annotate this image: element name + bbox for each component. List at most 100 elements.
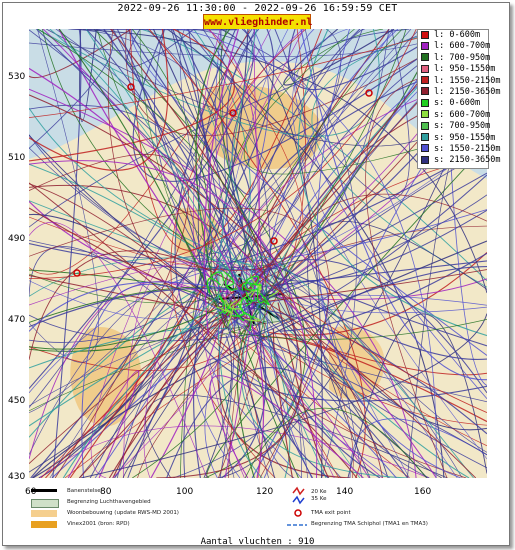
flight-track (127, 29, 250, 195)
flight-track (29, 67, 265, 478)
period-title: 2022-09-26 11:30:00 - 2022-09-26 16:59:5… (117, 3, 398, 14)
flight-track (69, 265, 219, 478)
flight-track (29, 222, 208, 478)
flight-track (214, 330, 487, 403)
legend-item: s: 1550-2150m (418, 144, 501, 155)
flight-track (217, 269, 487, 308)
flight-track (216, 306, 233, 314)
flight-track (29, 277, 216, 438)
flight-track (29, 29, 235, 162)
legend-swatch (421, 64, 429, 73)
flight-track (137, 317, 258, 478)
flight-track (81, 284, 397, 478)
flight-track (259, 280, 329, 478)
tma-exit-point (127, 83, 135, 91)
flight-track (29, 29, 169, 171)
flight-track (179, 29, 384, 478)
legend-swatch (421, 87, 429, 96)
legend-item: l: 950-1550m (418, 64, 495, 75)
flight-track (37, 29, 267, 478)
flight-track (174, 29, 487, 402)
housing-swatch (31, 510, 57, 517)
y-tick-label: 450 (8, 396, 26, 406)
flight-track (244, 407, 427, 478)
flight-track (193, 58, 487, 478)
altitude-legend: l: 0-600m l: 600-700m l: 700-950m l: 950… (417, 29, 501, 169)
flight-track (210, 271, 224, 282)
x-tick-label: 120 (256, 487, 274, 497)
flight-track (193, 29, 358, 478)
flight-track (29, 134, 210, 278)
flight-track (29, 314, 259, 342)
flight-track (85, 29, 254, 288)
flight-track (29, 29, 417, 280)
flight-track (256, 266, 487, 337)
flight-track (29, 274, 247, 321)
flight-track (349, 418, 487, 478)
flight-track (206, 143, 487, 478)
flight-track (107, 29, 467, 478)
airport-boundary-swatch (31, 499, 59, 508)
flight-track (236, 321, 302, 478)
flight-track (206, 277, 222, 294)
flight-track (251, 256, 474, 478)
flight-track (203, 29, 240, 337)
x-tick-label: 80 (100, 487, 112, 497)
flight-track (292, 29, 487, 460)
flight-track (29, 29, 251, 275)
vinex-swatch (31, 521, 57, 528)
flight-track (256, 287, 264, 304)
flight-track (170, 29, 442, 478)
flight-track (249, 283, 263, 289)
flight-track (203, 334, 233, 478)
flight-track (209, 29, 383, 478)
flight-track (239, 297, 249, 308)
flight-track-map[interactable] (29, 29, 487, 478)
flight-track (311, 29, 487, 288)
flight-track (29, 29, 113, 149)
flight-track (152, 29, 487, 431)
flight-track (82, 29, 238, 31)
flight-track (232, 308, 245, 322)
flight-track (29, 29, 132, 79)
flight-track (226, 29, 260, 264)
flight-track (279, 252, 487, 332)
flight-track (272, 328, 293, 478)
tma-boundary-label: Begrenzing TMA Schiphol (TMA1 en TMA3) (311, 521, 428, 527)
flight-track (316, 29, 461, 478)
flight-track (220, 29, 323, 478)
flight-track (49, 293, 308, 478)
flight-track (170, 29, 307, 478)
runway-label: Banenstelsel (67, 488, 103, 494)
flight-track (210, 29, 403, 307)
legend-item: l: 600-700m (418, 41, 490, 52)
x-tick-label: 140 (336, 487, 354, 497)
flight-track (145, 394, 448, 478)
flight-track (243, 29, 487, 175)
flight-track (166, 367, 408, 478)
flight-track (29, 107, 256, 269)
housing-label: Woonbebouwing (update RWS-MD 2001) (67, 510, 179, 516)
flight-track (209, 375, 364, 478)
flight-track (260, 293, 270, 306)
flight-track (29, 327, 233, 369)
flight-track (42, 29, 269, 283)
flight-track (29, 281, 246, 332)
flight-track (269, 336, 381, 478)
flight-track (29, 94, 279, 264)
flight-track (29, 299, 275, 407)
flight-track (245, 174, 487, 339)
legend-swatch (421, 133, 429, 142)
flight-track (238, 29, 407, 338)
tma-exit-point (270, 237, 278, 245)
flight-track (116, 310, 212, 478)
flight-track (132, 29, 461, 182)
legend-item: s: 700-950m (418, 121, 490, 132)
map-canvas (29, 29, 487, 478)
legend-swatch (421, 76, 429, 85)
flight-track (89, 29, 365, 478)
flight-track (277, 302, 330, 478)
flight-track (29, 29, 412, 414)
flight-track (264, 260, 487, 347)
flight-track (36, 29, 280, 281)
